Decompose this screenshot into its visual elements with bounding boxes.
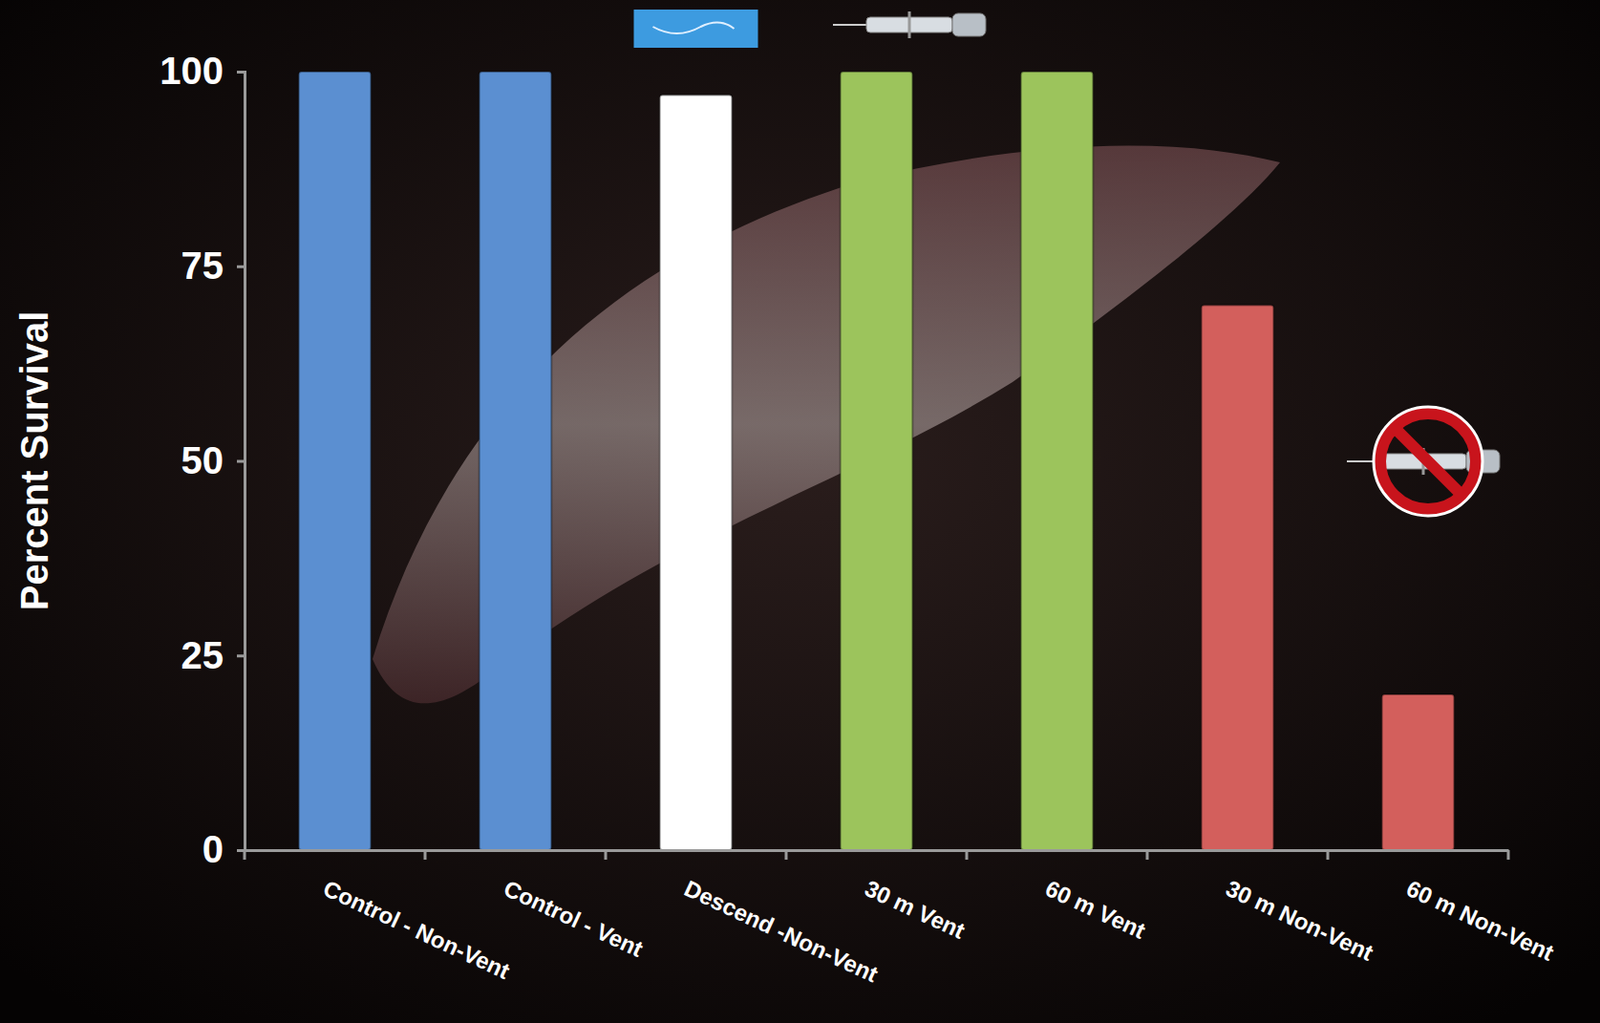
y-tick-label: 50	[181, 439, 225, 482]
y-axis: 0 25 50 75 100	[159, 49, 245, 871]
x-tick: 60 m Non-Vent	[1402, 850, 1558, 966]
bar	[840, 71, 914, 851]
x-boundary-ticks	[244, 850, 1509, 860]
x-boundary-tick	[604, 850, 608, 860]
bar	[1021, 71, 1094, 851]
x-axis-line	[245, 849, 1510, 853]
x-tick-label: 30 m Non-Vent	[1221, 874, 1377, 966]
x-tick: 60 m Vent	[1041, 850, 1150, 944]
x-boundary-tick	[1326, 850, 1330, 860]
x-tick: Control - Vent	[499, 850, 647, 962]
x-tick-label: Descend -Non-Vent	[680, 874, 882, 987]
x-axis: Control - Non-VentControl - Vent Descend …	[245, 850, 1558, 988]
bar	[1201, 305, 1275, 852]
syringe-icon	[832, 11, 986, 39]
x-tick: Descend -Non-Vent	[680, 850, 882, 988]
x-tick-label: 60 m Vent	[1041, 874, 1150, 944]
bar	[660, 94, 733, 851]
y-axis-title: Percent Survival	[13, 311, 56, 612]
plot: 0 25 50 75 100 Control - Non-VentControl - Ve…	[159, 49, 1558, 987]
y-tick-label: 75	[181, 244, 225, 287]
bars	[298, 71, 1455, 851]
x-tick-label: Control - Non-Vent	[319, 874, 514, 984]
y-axis-line	[236, 72, 246, 852]
y-tick: 0	[202, 828, 245, 871]
x-boundary-tick	[785, 850, 789, 860]
x-tick-label: 30 m Vent	[860, 874, 969, 944]
x-boundary-tick	[1146, 850, 1150, 860]
x-tick: Control - Non-Vent	[319, 850, 514, 984]
chart: 0 25 50 75 100 Control - Non-VentControl - Ve…	[0, 0, 1600, 1023]
y-tick-mark	[236, 654, 245, 658]
descender-icon	[634, 9, 759, 48]
y-tick: 50	[181, 439, 246, 482]
y-tick-label: 25	[181, 634, 225, 677]
y-tick-mark	[236, 70, 245, 74]
background	[0, 0, 1600, 1023]
y-tick: 75	[181, 244, 246, 287]
x-tick: 30 m Vent	[860, 850, 969, 944]
y-tick-mark	[236, 460, 245, 464]
x-boundary-tick	[1507, 850, 1511, 860]
x-boundary-tick	[243, 850, 247, 860]
x-boundary-tick	[424, 850, 427, 860]
x-boundary-tick	[965, 850, 969, 860]
y-tick: 25	[181, 634, 246, 677]
y-tick-label: 0	[202, 828, 224, 871]
x-tick: 30 m Non-Vent	[1221, 850, 1377, 966]
y-tick-label: 100	[159, 49, 224, 92]
no-vent-icon	[1346, 406, 1500, 516]
bar	[1382, 694, 1455, 851]
bar	[298, 71, 372, 851]
x-tick-label: 60 m Non-Vent	[1402, 874, 1558, 966]
y-tick-mark	[236, 265, 245, 269]
x-tick-label: Control - Vent	[499, 874, 647, 962]
y-tick: 100	[159, 49, 245, 92]
bar	[479, 71, 553, 851]
